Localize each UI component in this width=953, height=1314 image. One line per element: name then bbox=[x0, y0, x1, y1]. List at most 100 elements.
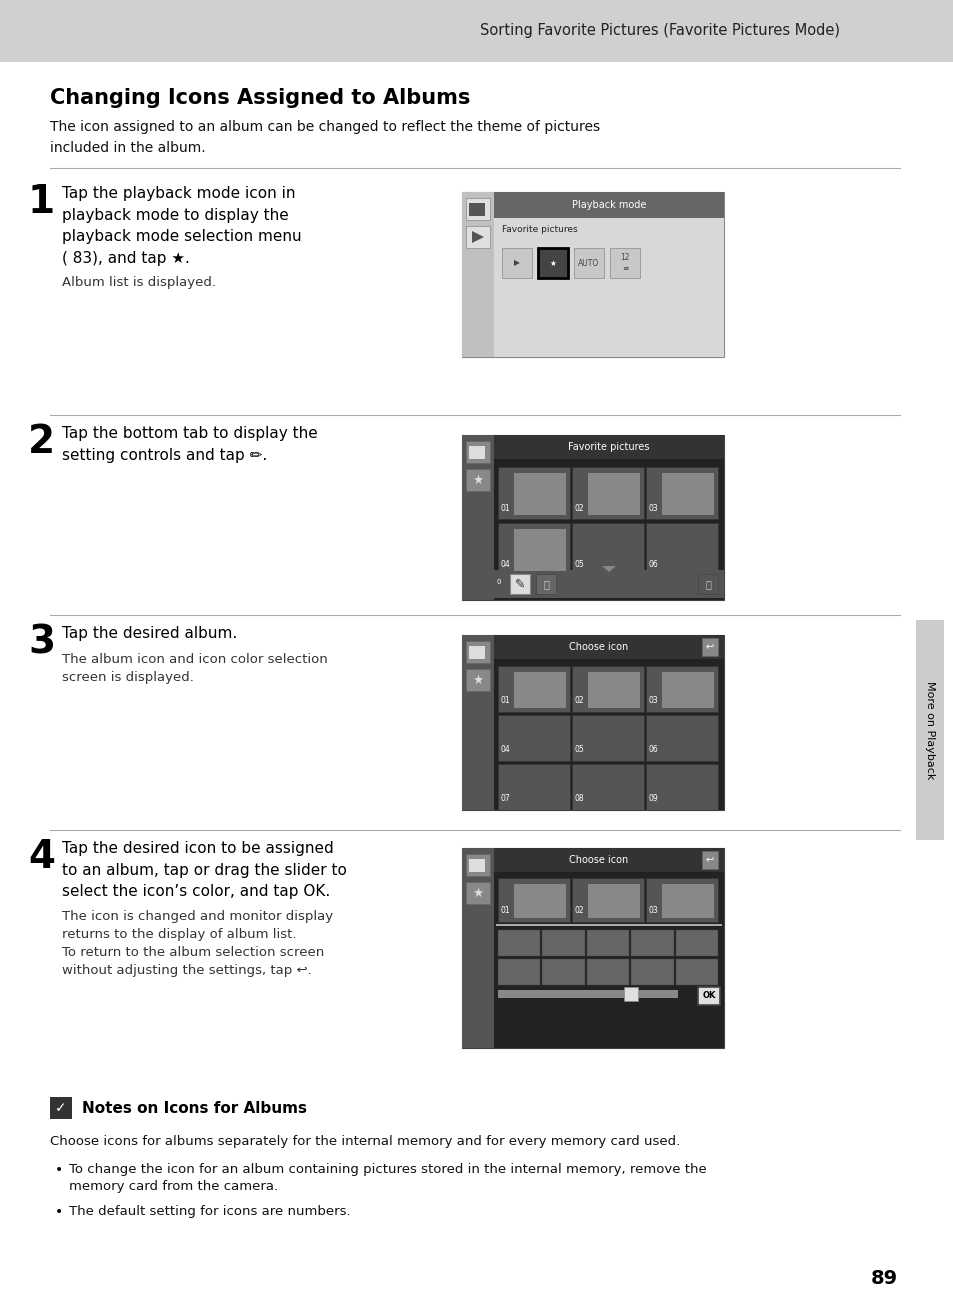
Bar bbox=[461, 635, 723, 809]
Text: The icon assigned to an album can be changed to reflect the theme of pictures
in: The icon assigned to an album can be cha… bbox=[50, 120, 599, 155]
Bar bbox=[542, 959, 584, 986]
Text: 04: 04 bbox=[500, 560, 510, 569]
Text: ✎: ✎ bbox=[515, 577, 525, 590]
Text: Choose icon: Choose icon bbox=[569, 855, 628, 865]
Text: 08: 08 bbox=[575, 794, 584, 803]
Bar bbox=[50, 1097, 71, 1120]
Bar bbox=[472, 646, 477, 650]
Text: 1: 1 bbox=[28, 183, 55, 221]
Bar bbox=[645, 878, 718, 922]
Text: More on Playback: More on Playback bbox=[924, 681, 934, 779]
Bar bbox=[915, 620, 943, 840]
Text: Notes on Icons for Albums: Notes on Icons for Albums bbox=[82, 1101, 307, 1116]
Bar bbox=[514, 671, 565, 708]
Text: 🔧: 🔧 bbox=[704, 579, 710, 589]
Text: To change the icon for an album containing pictures stored in the internal memor: To change the icon for an album containi… bbox=[69, 1163, 706, 1193]
Bar bbox=[661, 671, 713, 708]
Bar bbox=[461, 192, 723, 357]
Bar bbox=[465, 854, 490, 876]
Bar bbox=[572, 763, 643, 809]
Text: Favorite pictures: Favorite pictures bbox=[501, 225, 577, 234]
Bar bbox=[572, 666, 643, 712]
Bar bbox=[645, 523, 718, 576]
Bar bbox=[572, 715, 643, 761]
Text: 12
≡: 12 ≡ bbox=[619, 254, 629, 273]
Text: 4: 4 bbox=[28, 838, 55, 876]
Text: 01: 01 bbox=[500, 696, 510, 706]
Bar bbox=[574, 248, 603, 279]
Bar bbox=[494, 570, 723, 598]
Text: 06: 06 bbox=[648, 560, 659, 569]
Text: 3: 3 bbox=[28, 623, 55, 661]
Text: The default setting for icons are numbers.: The default setting for icons are number… bbox=[69, 1205, 351, 1218]
Bar bbox=[465, 641, 490, 664]
Bar bbox=[494, 192, 723, 357]
Text: 89: 89 bbox=[870, 1268, 897, 1288]
Bar bbox=[514, 530, 565, 572]
Text: 🗑: 🗑 bbox=[542, 579, 548, 589]
Text: 09: 09 bbox=[648, 794, 659, 803]
Bar bbox=[645, 715, 718, 761]
Bar bbox=[572, 466, 643, 519]
Text: The icon is changed and monitor display
returns to the display of album list.
To: The icon is changed and monitor display … bbox=[62, 911, 333, 978]
Bar bbox=[461, 635, 494, 809]
Bar bbox=[461, 848, 494, 1049]
Bar bbox=[661, 884, 713, 918]
Bar bbox=[461, 435, 494, 600]
Bar bbox=[675, 930, 718, 957]
Bar bbox=[497, 930, 539, 957]
Bar bbox=[497, 878, 569, 922]
Bar bbox=[572, 878, 643, 922]
Text: Choose icons for albums separately for the internal memory and for every memory : Choose icons for albums separately for t… bbox=[50, 1135, 679, 1148]
Bar bbox=[472, 859, 477, 863]
Bar bbox=[461, 848, 723, 1049]
Bar bbox=[510, 574, 530, 594]
Text: ★: ★ bbox=[549, 259, 556, 268]
Text: AUTO: AUTO bbox=[578, 259, 599, 268]
Text: Playback mode: Playback mode bbox=[571, 200, 645, 210]
Bar bbox=[494, 635, 723, 660]
Text: ↩: ↩ bbox=[705, 643, 713, 652]
Text: ★: ★ bbox=[472, 473, 483, 486]
Text: Tap the desired icon to be assigned
to an album, tap or drag the slider to
selec: Tap the desired icon to be assigned to a… bbox=[62, 841, 347, 899]
Text: Changing Icons Assigned to Albums: Changing Icons Assigned to Albums bbox=[50, 88, 470, 108]
Text: Tap the playback mode icon in
playback mode to display the
playback mode selecti: Tap the playback mode icon in playback m… bbox=[62, 187, 301, 265]
Bar bbox=[586, 959, 629, 986]
Text: 01: 01 bbox=[500, 505, 510, 512]
Bar bbox=[496, 924, 721, 926]
Text: •: • bbox=[55, 1205, 63, 1219]
Bar bbox=[587, 671, 639, 708]
Bar bbox=[609, 248, 639, 279]
Bar bbox=[572, 523, 643, 576]
Text: Sorting Favorite Pictures (Favorite Pictures Mode): Sorting Favorite Pictures (Favorite Pict… bbox=[479, 24, 840, 38]
Text: Tap the bottom tab to display the
setting controls and tap ✏.: Tap the bottom tab to display the settin… bbox=[62, 426, 317, 463]
Bar bbox=[469, 859, 484, 872]
Bar bbox=[631, 959, 673, 986]
Polygon shape bbox=[472, 231, 483, 243]
Bar bbox=[501, 248, 532, 279]
Bar bbox=[623, 987, 638, 1001]
Bar bbox=[497, 989, 678, 999]
Bar bbox=[701, 639, 718, 656]
Bar bbox=[645, 666, 718, 712]
Bar bbox=[0, 0, 953, 62]
Bar bbox=[514, 473, 565, 515]
Bar bbox=[497, 666, 569, 712]
Bar bbox=[537, 248, 567, 279]
Bar bbox=[701, 851, 718, 869]
Text: 0: 0 bbox=[497, 579, 501, 585]
Bar bbox=[465, 469, 490, 491]
Text: Choose icon: Choose icon bbox=[569, 643, 628, 652]
Bar bbox=[497, 523, 569, 576]
Text: 02: 02 bbox=[575, 696, 584, 706]
Text: •: • bbox=[55, 1163, 63, 1177]
Bar bbox=[465, 669, 490, 691]
Bar bbox=[469, 202, 484, 215]
Bar bbox=[497, 959, 539, 986]
Text: 02: 02 bbox=[575, 505, 584, 512]
Bar bbox=[465, 226, 490, 248]
Bar bbox=[494, 192, 723, 218]
Text: 05: 05 bbox=[575, 745, 584, 754]
Text: Album list is displayed.: Album list is displayed. bbox=[62, 276, 215, 289]
Bar bbox=[645, 466, 718, 519]
